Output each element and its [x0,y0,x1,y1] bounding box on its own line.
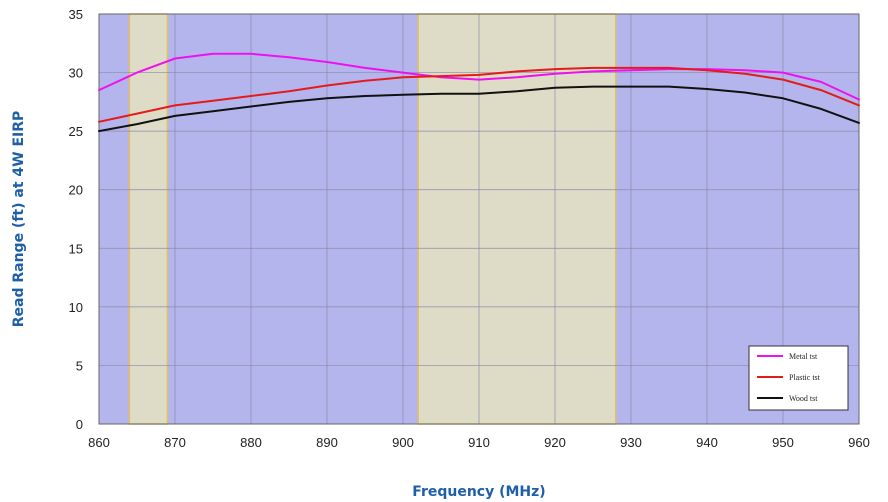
series-line-metal-tst [98,52,860,101]
legend-label: Wood tst [789,394,818,403]
x-tick-label: 900 [392,435,414,450]
x-tick-label: 880 [240,435,262,450]
y-tick-label: 20 [69,183,83,198]
legend: Metal tst Plastic tst Wood tst [748,345,849,411]
x-tick-label: 870 [164,435,186,450]
x-tick-labels: 860 870 880 890 900 910 920 930 940 950 960 [88,435,870,450]
y-tick-label: 35 [69,7,83,22]
x-tick-label: 920 [544,435,566,450]
y-tick-labels: 0 5 10 15 20 25 30 35 [69,7,83,432]
y-tick-label: 5 [76,358,83,373]
highlight-band-1 [128,13,169,425]
y-tick-label: 0 [76,417,83,432]
x-tick-label: 960 [848,435,870,450]
series-lines [98,52,860,133]
x-tick-label: 910 [468,435,490,450]
y-tick-label: 25 [69,124,83,139]
x-tick-label: 890 [316,435,338,450]
series-line-plastic-tst [98,66,860,123]
y-axis-title: Read Range (ft) at 4W EIRP [11,111,27,328]
plot-frame [98,13,860,425]
y-tick-label: 10 [69,300,83,315]
x-tick-label: 860 [88,435,110,450]
y-tick-label: 30 [69,66,83,81]
x-tick-label: 950 [772,435,794,450]
x-axis-title: Frequency (MHz) [412,484,545,500]
legend-label: Metal tst [789,352,818,361]
y-tick-label: 15 [69,241,83,256]
x-tick-label: 930 [620,435,642,450]
legend-label: Plastic tst [789,373,821,382]
series-line-wood-tst [98,85,860,133]
x-tick-label: 940 [696,435,718,450]
